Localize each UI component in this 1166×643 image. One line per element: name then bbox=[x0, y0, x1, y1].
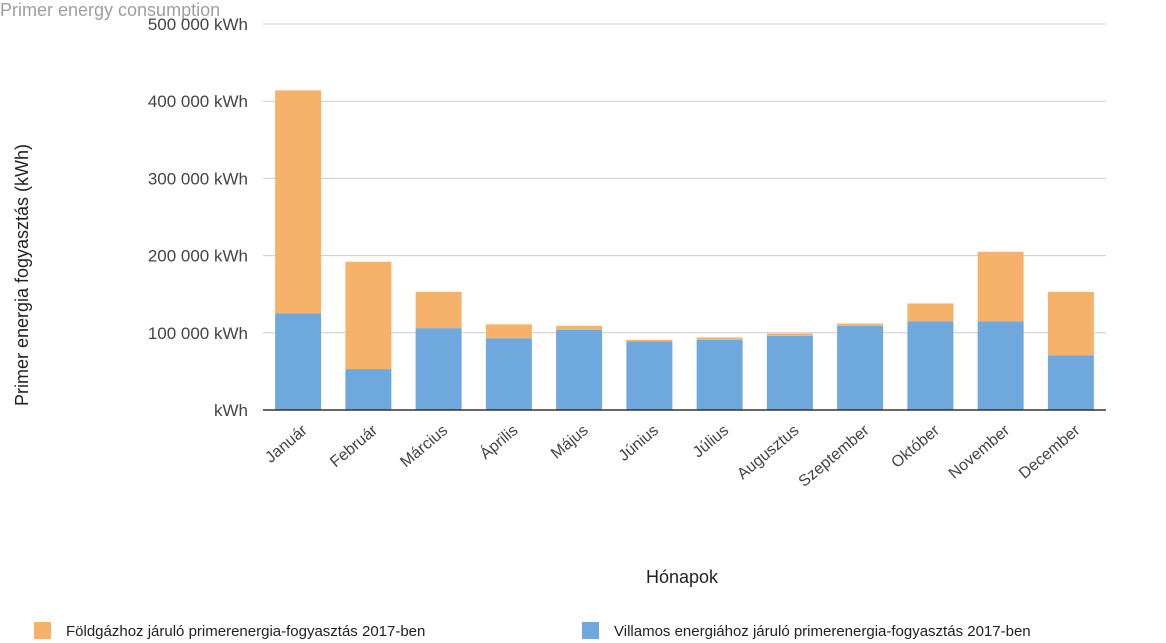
bar-foldgaz bbox=[556, 325, 603, 330]
bar-villamos bbox=[837, 325, 884, 410]
y-axis-title: Primer energia fogyasztás (kWh) bbox=[12, 144, 32, 406]
bar-villamos bbox=[485, 338, 532, 410]
bar-villamos bbox=[696, 339, 743, 410]
x-tick-label: Október bbox=[888, 422, 943, 472]
bar-foldgaz bbox=[485, 324, 532, 339]
bar-foldgaz bbox=[626, 339, 673, 342]
bars bbox=[275, 90, 1094, 410]
x-tick-label: November bbox=[946, 422, 1014, 483]
x-tick-label: Január bbox=[262, 422, 311, 467]
gridlines bbox=[263, 23, 1106, 334]
x-tick-label: Március bbox=[397, 422, 451, 471]
legend-label: Földgázhoz járuló primerenergia-fogyaszt… bbox=[66, 623, 425, 640]
bar-foldgaz bbox=[1047, 291, 1094, 356]
x-axis-title: Hónapok bbox=[646, 567, 719, 587]
y-tick-label: 200 000 kWh bbox=[148, 247, 248, 266]
legend-swatch bbox=[34, 622, 51, 639]
bar-villamos bbox=[275, 313, 322, 410]
legend: Földgázhoz járuló primerenergia-fogyaszt… bbox=[34, 622, 1031, 640]
bar-foldgaz bbox=[275, 90, 322, 314]
bar-foldgaz bbox=[977, 251, 1024, 322]
bar-foldgaz bbox=[696, 337, 743, 340]
bar-villamos bbox=[345, 369, 392, 410]
y-tick-label: 100 000 kWh bbox=[148, 324, 248, 343]
y-tick-label: kWh bbox=[214, 401, 248, 420]
bar-villamos bbox=[415, 328, 462, 410]
x-tick-label: Július bbox=[690, 422, 732, 461]
y-tick-label: 500 000 kWh bbox=[148, 15, 248, 34]
chart-title: Primer energy consumption bbox=[0, 0, 220, 20]
bar-foldgaz bbox=[345, 261, 392, 370]
bar-villamos bbox=[907, 321, 954, 410]
bar-villamos bbox=[626, 341, 673, 410]
x-tick-label: Május bbox=[548, 422, 592, 462]
bar-villamos bbox=[556, 329, 603, 410]
x-tick-label: Június bbox=[616, 422, 662, 465]
bar-foldgaz bbox=[415, 291, 462, 329]
x-tick-label: Augusztus bbox=[734, 422, 802, 483]
x-tick-label: December bbox=[1016, 422, 1084, 483]
bar-villamos bbox=[766, 335, 813, 410]
legend-label: Villamos energiához járuló primerenergia… bbox=[614, 623, 1031, 640]
bar-foldgaz bbox=[766, 333, 813, 336]
x-tick-label: Április bbox=[476, 421, 522, 464]
y-tick-label: 300 000 kWh bbox=[148, 169, 248, 188]
bar-villamos bbox=[977, 321, 1024, 410]
x-tick-label: Február bbox=[327, 422, 381, 471]
bar-foldgaz bbox=[907, 303, 954, 322]
bar-foldgaz bbox=[837, 323, 884, 326]
y-tick-label: 400 000 kWh bbox=[148, 92, 248, 111]
x-tick-labels: Január Február Március Április Május Június Jú… bbox=[262, 421, 1084, 491]
legend-swatch bbox=[582, 622, 599, 639]
x-tick-label: Szeptember bbox=[796, 422, 874, 491]
bar-villamos bbox=[1047, 355, 1094, 410]
y-tick-labels: kWh 100 000 kWh 200 000 kWh 300 000 kWh 400 … bbox=[148, 15, 248, 420]
